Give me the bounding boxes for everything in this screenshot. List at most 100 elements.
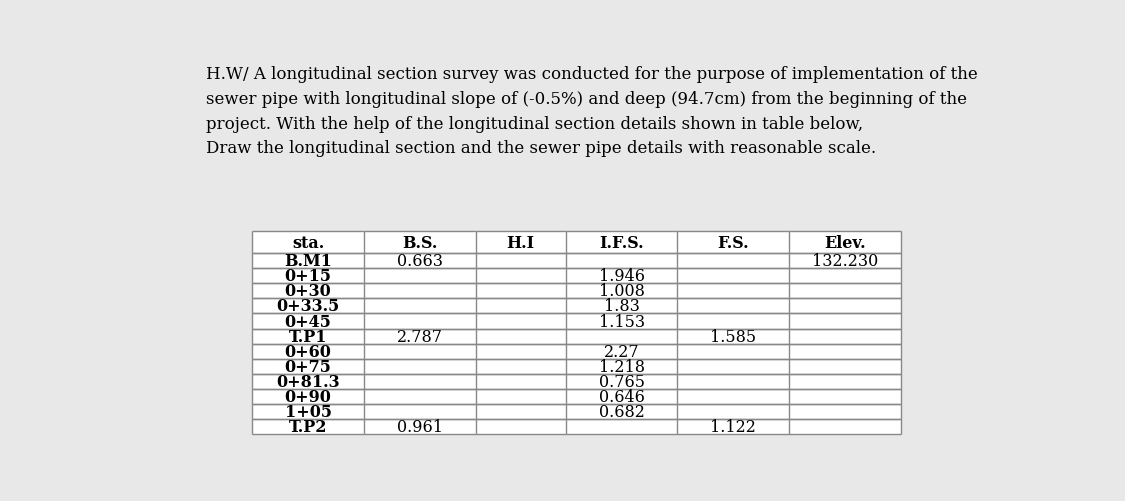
Bar — [252, 284, 364, 299]
Text: 0+33.5: 0+33.5 — [277, 298, 340, 315]
Text: 1.946: 1.946 — [598, 268, 645, 285]
Text: 1.122: 1.122 — [710, 418, 756, 435]
Text: 1+05: 1+05 — [285, 403, 332, 420]
Bar — [252, 299, 364, 314]
Text: 132.230: 132.230 — [812, 253, 879, 270]
Text: 1.83: 1.83 — [604, 298, 639, 315]
Bar — [364, 389, 476, 404]
Text: 0.663: 0.663 — [397, 253, 443, 270]
Bar — [677, 254, 789, 269]
Bar — [252, 344, 364, 359]
Bar — [789, 254, 901, 269]
Text: 1.218: 1.218 — [598, 358, 645, 375]
Text: sta.: sta. — [292, 234, 324, 251]
Bar — [364, 284, 476, 299]
Bar — [364, 329, 476, 344]
Bar — [566, 314, 677, 329]
Text: 0+81.3: 0+81.3 — [277, 373, 340, 390]
Bar — [789, 232, 901, 254]
Bar — [677, 404, 789, 419]
Bar — [252, 329, 364, 344]
Text: 0.961: 0.961 — [397, 418, 443, 435]
Bar — [566, 254, 677, 269]
Bar — [566, 329, 677, 344]
Bar — [677, 344, 789, 359]
Text: H.W/ A longitudinal section survey was conducted for the purpose of implementati: H.W/ A longitudinal section survey was c… — [206, 66, 978, 157]
Text: 1.153: 1.153 — [598, 313, 645, 330]
Bar — [476, 284, 566, 299]
Bar — [789, 419, 901, 434]
Text: T.P2: T.P2 — [289, 418, 327, 435]
Bar — [677, 374, 789, 389]
Bar — [476, 329, 566, 344]
Text: H.I: H.I — [506, 234, 534, 251]
Bar — [789, 404, 901, 419]
Bar — [476, 374, 566, 389]
Bar — [476, 359, 566, 374]
Bar — [476, 269, 566, 284]
Bar — [789, 299, 901, 314]
Bar — [252, 269, 364, 284]
Bar — [476, 344, 566, 359]
Bar — [364, 269, 476, 284]
Text: 0+30: 0+30 — [285, 283, 332, 300]
Text: I.F.S.: I.F.S. — [600, 234, 643, 251]
Text: 0+90: 0+90 — [285, 388, 332, 405]
Bar — [364, 359, 476, 374]
Text: 0+60: 0+60 — [285, 343, 332, 360]
Bar — [677, 389, 789, 404]
Bar — [364, 314, 476, 329]
Bar — [789, 269, 901, 284]
Bar — [677, 419, 789, 434]
Bar — [789, 359, 901, 374]
Bar — [677, 284, 789, 299]
Bar — [566, 284, 677, 299]
Text: 2.27: 2.27 — [604, 343, 639, 360]
Text: T.P1: T.P1 — [289, 328, 327, 345]
Bar — [789, 329, 901, 344]
Text: 1.008: 1.008 — [598, 283, 645, 300]
Text: Elev.: Elev. — [825, 234, 866, 251]
Bar — [566, 359, 677, 374]
Bar — [252, 374, 364, 389]
Bar — [789, 314, 901, 329]
Bar — [566, 374, 677, 389]
Bar — [789, 389, 901, 404]
Bar — [789, 374, 901, 389]
Bar — [566, 299, 677, 314]
Bar — [364, 374, 476, 389]
Bar — [476, 404, 566, 419]
Text: 0+15: 0+15 — [285, 268, 332, 285]
Bar — [364, 344, 476, 359]
Text: B.S.: B.S. — [402, 234, 438, 251]
Text: 0.682: 0.682 — [598, 403, 645, 420]
Text: F.S.: F.S. — [718, 234, 749, 251]
Bar — [252, 389, 364, 404]
Bar — [476, 254, 566, 269]
Bar — [252, 314, 364, 329]
Text: 1.585: 1.585 — [710, 328, 756, 345]
Bar — [364, 299, 476, 314]
Text: B.M1: B.M1 — [285, 253, 332, 270]
Text: 0+75: 0+75 — [285, 358, 332, 375]
Bar — [789, 344, 901, 359]
Bar — [566, 389, 677, 404]
Bar — [677, 299, 789, 314]
Bar — [677, 359, 789, 374]
Bar — [677, 314, 789, 329]
Bar — [476, 314, 566, 329]
Bar — [364, 419, 476, 434]
Bar — [476, 389, 566, 404]
Bar — [677, 329, 789, 344]
Bar — [566, 344, 677, 359]
Bar — [364, 404, 476, 419]
Bar — [677, 269, 789, 284]
Bar — [789, 284, 901, 299]
Bar — [252, 419, 364, 434]
Bar — [252, 254, 364, 269]
Text: 0.765: 0.765 — [598, 373, 645, 390]
Bar — [566, 232, 677, 254]
Bar — [252, 232, 364, 254]
Bar — [476, 299, 566, 314]
Text: 0.646: 0.646 — [598, 388, 645, 405]
